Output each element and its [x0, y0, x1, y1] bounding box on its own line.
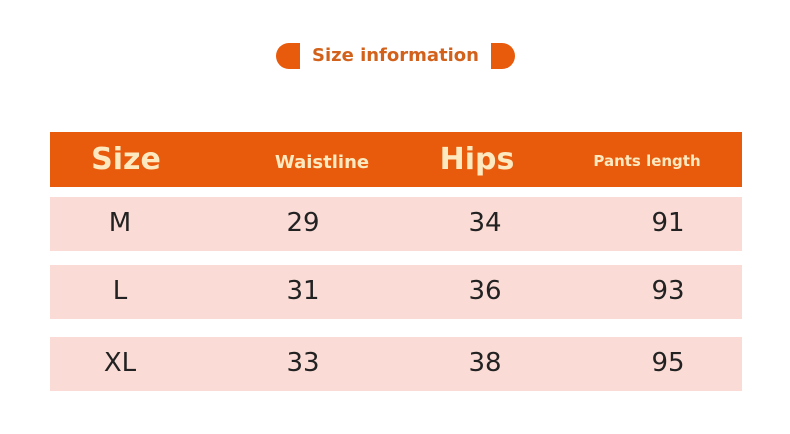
- cell-hips: 36: [468, 276, 502, 306]
- header-hips: Hips: [439, 142, 515, 177]
- cell-size: M: [108, 208, 132, 238]
- cell-waistline: 31: [286, 276, 320, 306]
- table-row: M 29 34 91: [50, 197, 742, 251]
- table-row: L 31 36 93: [50, 265, 742, 319]
- cell-waistline: 33: [286, 348, 320, 378]
- cell-pants-length: 95: [651, 348, 685, 378]
- header-waistline: Waistline: [274, 152, 370, 173]
- cell-pants-length: 91: [651, 208, 685, 238]
- header-size: Size: [91, 142, 161, 177]
- cell-hips: 38: [468, 348, 502, 378]
- header-pants-length: Pants length: [593, 152, 701, 170]
- title-left-cap: [276, 43, 300, 69]
- cell-pants-length: 93: [651, 276, 685, 306]
- table-header: Size Waistline Hips Pants length: [50, 132, 742, 187]
- cell-waistline: 29: [286, 208, 320, 238]
- cell-hips: 34: [468, 208, 502, 238]
- title-text: Size information: [311, 45, 479, 66]
- title-right-cap: [491, 43, 515, 69]
- table-row: XL 33 38 95: [50, 337, 742, 391]
- section-title: Size information: [276, 43, 515, 69]
- cell-size: L: [112, 276, 128, 306]
- cell-size: XL: [103, 348, 137, 378]
